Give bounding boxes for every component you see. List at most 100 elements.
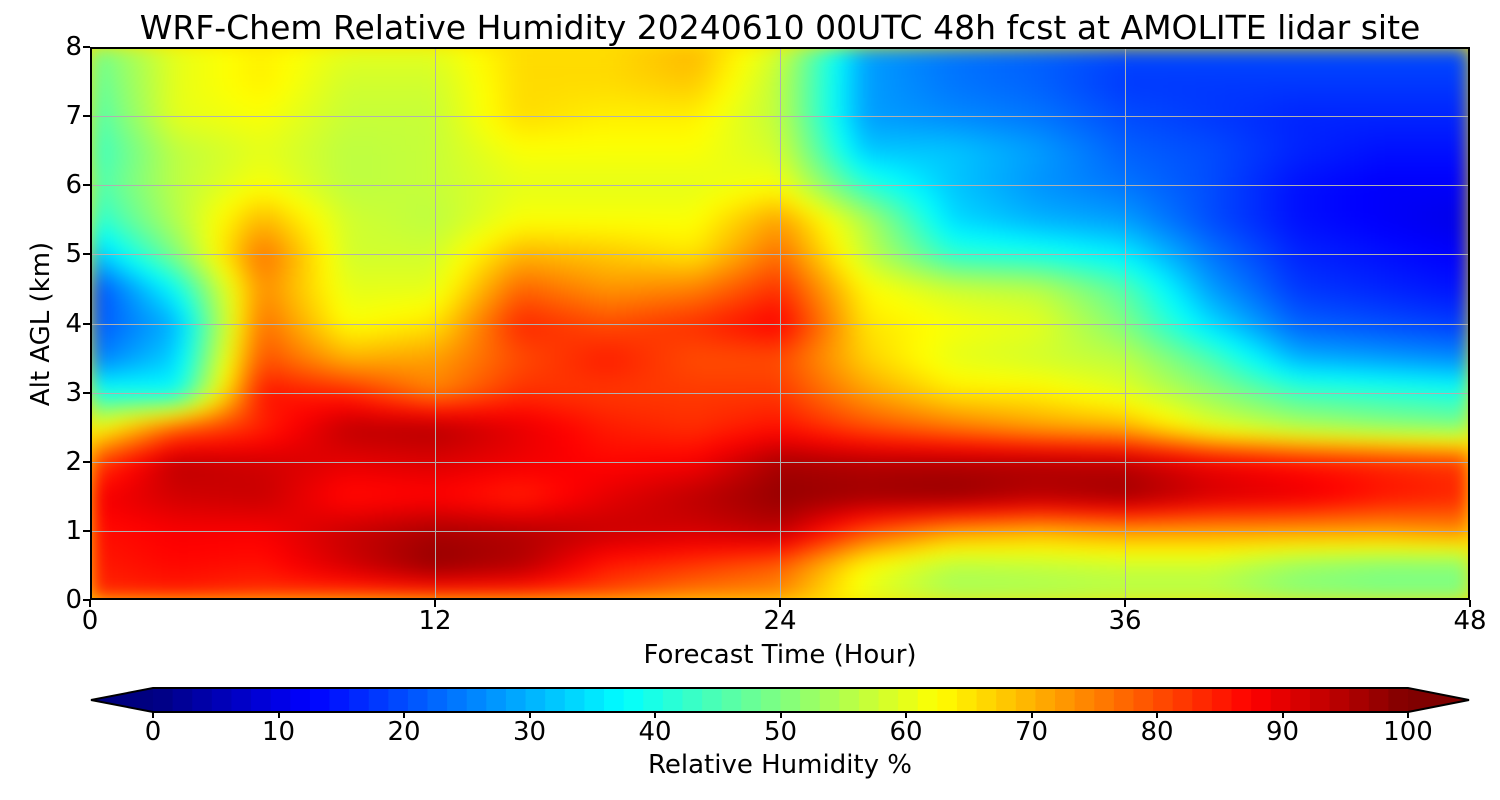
heatmap-cell [434, 452, 450, 463]
heatmap-cell [1196, 504, 1212, 515]
heatmap-cell [420, 573, 436, 584]
heatmap-cell [923, 539, 939, 549]
heatmap-cell [463, 539, 479, 549]
heatmap-cell [190, 435, 206, 445]
heatmap-cell [506, 547, 522, 558]
heatmap-cell [880, 392, 896, 402]
heatmap-cell [506, 305, 522, 316]
heatmap-cell [1081, 150, 1097, 160]
heatmap-cell [1153, 227, 1169, 238]
heatmap-cell [1153, 461, 1169, 471]
heatmap-cell [1052, 547, 1069, 558]
heatmap-cell [578, 504, 594, 515]
heatmap-cell [204, 418, 220, 428]
heatmap-cell [1095, 392, 1112, 402]
heatmap-cell [377, 383, 393, 394]
heatmap-cell [1196, 323, 1212, 333]
heatmap-cell [233, 253, 249, 264]
heatmap-cell [1412, 556, 1428, 566]
heatmap-cell [1268, 530, 1284, 541]
heatmap-cell [937, 193, 954, 204]
heatmap-cell [132, 582, 149, 592]
heatmap-cell [693, 158, 709, 169]
heatmap-cell [1340, 495, 1356, 506]
heatmap-cell [635, 443, 652, 454]
heatmap-cell [1340, 590, 1356, 600]
heatmap-cell [218, 202, 235, 212]
heatmap-cell [492, 245, 508, 255]
heatmap-cell [405, 245, 422, 255]
heatmap-cell [1239, 418, 1255, 428]
heatmap-cell [492, 521, 508, 532]
heatmap-cell [1426, 374, 1442, 385]
heatmap-cell [995, 366, 1011, 376]
heatmap-cell [549, 521, 565, 532]
heatmap-cell [319, 331, 335, 342]
heatmap-cell [377, 461, 393, 471]
heatmap-cell [1182, 150, 1198, 160]
heatmap-cell [1095, 262, 1112, 273]
heatmap-cell [793, 210, 810, 221]
heatmap-cell [477, 547, 494, 558]
heatmap-cell [549, 426, 565, 437]
heatmap-cell [377, 478, 393, 489]
heatmap-cell [1311, 478, 1327, 489]
heatmap-cell [1023, 262, 1040, 273]
heatmap-cell [506, 521, 522, 532]
heatmap-cell [1311, 219, 1327, 229]
heatmap-cell [607, 556, 623, 566]
heatmap-cell [966, 478, 982, 489]
heatmap-cell [1153, 323, 1169, 333]
heatmap-cell [1268, 297, 1284, 307]
heatmap-cell [247, 547, 264, 558]
heatmap-cell [808, 504, 824, 515]
heatmap-cell [894, 176, 910, 186]
heatmap-cell [506, 530, 522, 541]
heatmap-cell [1153, 418, 1169, 428]
heatmap-cell [377, 487, 393, 497]
heatmap-cell [750, 530, 767, 541]
heatmap-cell [506, 443, 522, 454]
heatmap-cell [793, 297, 810, 307]
heatmap-cell [1397, 556, 1414, 566]
heatmap-cell [750, 357, 767, 368]
heatmap-cell [1038, 400, 1054, 411]
heatmap-cell [880, 253, 896, 264]
heatmap-cell [1110, 435, 1126, 445]
heatmap-cell [1412, 564, 1428, 575]
heatmap-cell [1368, 219, 1385, 229]
heatmap-cell [434, 184, 450, 195]
heatmap-cell [1182, 383, 1198, 394]
heatmap-cell [1297, 253, 1313, 264]
heatmap-cell [1412, 288, 1428, 299]
heatmap-cell [1412, 314, 1428, 324]
heatmap-cell [851, 452, 867, 463]
heatmap-cell [923, 227, 939, 238]
heatmap-cell [837, 210, 853, 221]
heatmap-cell [1268, 340, 1284, 350]
heatmap-cell [592, 418, 609, 428]
heatmap-cell [1383, 556, 1399, 566]
heatmap-cell [132, 495, 149, 506]
heatmap-cell [276, 547, 292, 558]
heatmap-cell [1138, 469, 1155, 480]
heatmap-cell [1225, 452, 1241, 463]
heatmap-cell [1354, 245, 1370, 255]
heatmap-cell [1239, 366, 1255, 376]
heatmap-cell [434, 547, 450, 558]
heatmap-cell [1311, 504, 1327, 515]
heatmap-cell [1455, 556, 1470, 566]
heatmap-cell [391, 193, 407, 204]
heatmap-cell [952, 262, 968, 273]
heatmap-cell [793, 202, 810, 212]
heatmap-cell [1196, 409, 1212, 420]
heatmap-cell [391, 227, 407, 238]
heatmap-cell [635, 392, 652, 402]
heatmap-cell [506, 150, 522, 160]
heatmap-cell [1239, 400, 1255, 411]
heatmap-cell [276, 193, 292, 204]
heatmap-cell [1052, 530, 1069, 541]
heatmap-cell [1124, 366, 1140, 376]
heatmap-cell [262, 245, 278, 255]
heatmap-cell [793, 564, 810, 575]
